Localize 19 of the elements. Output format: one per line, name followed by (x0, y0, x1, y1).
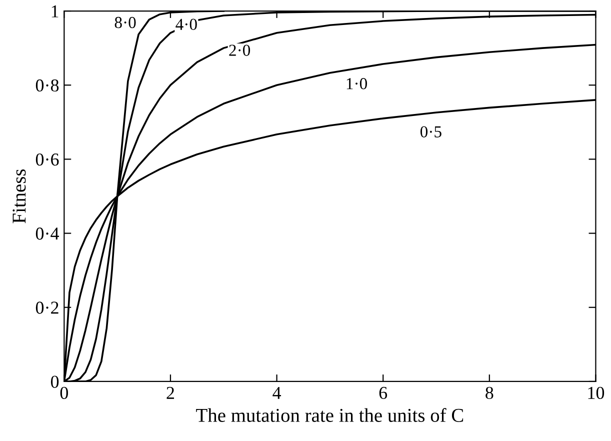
x-tick-label: 2 (166, 386, 174, 399)
x-axis-title: The mutation rate in the units of C (196, 408, 464, 422)
x-tick-label: 8 (486, 386, 494, 400)
annotation: 8·0 (114, 16, 136, 28)
annotation: 2·0 (229, 44, 250, 56)
x-tick-label: 6 (379, 386, 388, 400)
annotation: 0·5 (420, 126, 442, 138)
x-tick-label: 0 (60, 386, 68, 400)
y-tick-label: 0·6 (36, 153, 59, 166)
y-tick-label: 1 (52, 5, 58, 18)
x-tick-label: 4 (272, 386, 282, 399)
y-tick-label: 0 (50, 376, 59, 388)
annotation: 1·0 (346, 78, 367, 90)
y-tick-label: 0·2 (36, 302, 58, 314)
annotation: 4·0 (176, 18, 197, 30)
y-tick-label: 0·4 (36, 228, 60, 240)
x-tick-label: 10 (588, 386, 604, 400)
y-tick-label: 0·8 (36, 79, 59, 92)
y-axis-title: Fitness (12, 169, 26, 224)
